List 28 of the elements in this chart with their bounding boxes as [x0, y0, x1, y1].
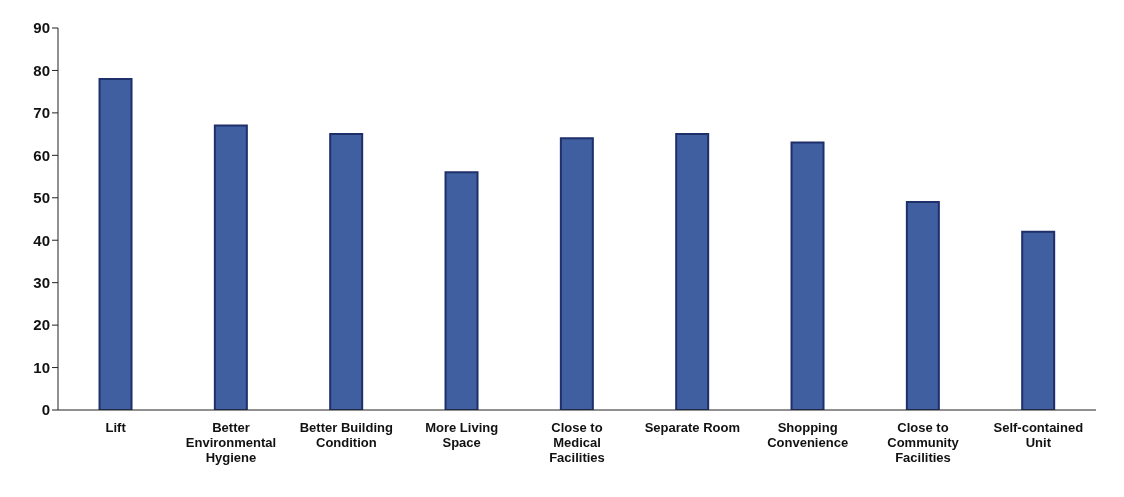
bar	[905, 201, 940, 410]
y-tick-label: 40	[33, 231, 50, 249]
y-tick-label: 80	[33, 61, 50, 79]
bar	[675, 133, 710, 410]
y-tick-label: 90	[33, 19, 50, 37]
bar	[98, 77, 133, 410]
y-tick-label: 50	[33, 189, 50, 207]
bar	[329, 133, 364, 410]
x-tick-label: Self-contained Unit	[993, 420, 1084, 450]
x-tick-label: Close to Medical Facilities	[549, 420, 605, 465]
x-tick-label: More Living Space	[425, 420, 499, 450]
bar	[790, 141, 825, 410]
y-tick-label: 10	[33, 358, 50, 376]
y-tick-label: 0	[41, 401, 50, 419]
x-tick-label: Better Building Condition	[299, 420, 393, 450]
bar	[213, 124, 248, 410]
x-tick-label: Close to Community Facilities	[887, 420, 960, 465]
x-tick-label: Better Environmental Hygiene	[185, 420, 277, 465]
y-tick-label: 20	[33, 316, 50, 334]
bar	[559, 137, 594, 410]
y-tick-label: 60	[33, 146, 50, 164]
bar	[444, 171, 479, 410]
bar	[1021, 230, 1056, 410]
x-tick-label: Separate Room	[644, 420, 741, 435]
x-tick-label: Shopping Convenience	[767, 420, 849, 450]
y-tick-label: 30	[33, 273, 50, 291]
y-tick-label: 70	[33, 104, 50, 122]
x-tick-label: Lift	[105, 420, 127, 435]
